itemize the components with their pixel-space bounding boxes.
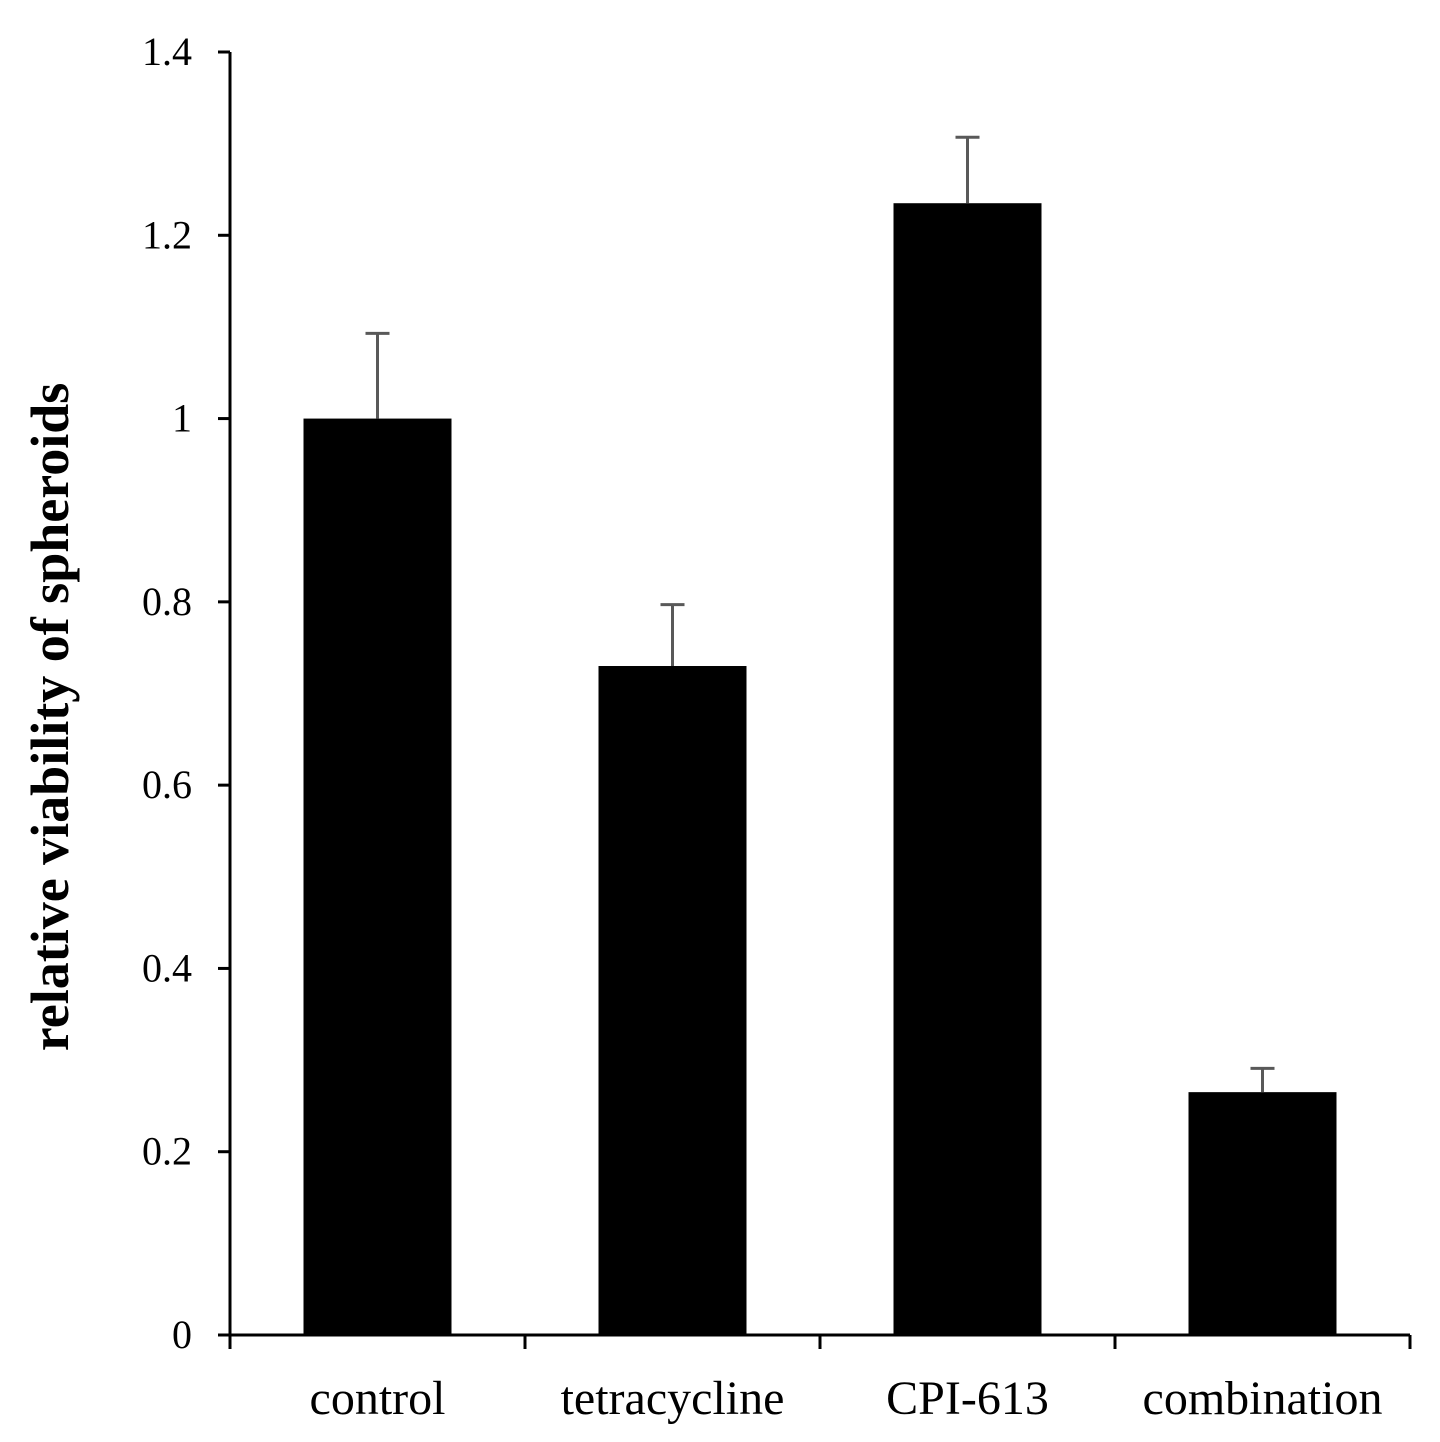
x-category-label: CPI-613 [886,1372,1049,1425]
x-tick-labels: control tetracycline CPI-613 combination [310,1372,1383,1425]
y-tick-label: 1.2 [142,212,192,257]
x-category-label: tetracycline [561,1372,785,1425]
bar-control [303,418,452,1336]
x-category-label: control [310,1372,446,1425]
y-tick-label: 0.8 [142,579,192,624]
y-tick-label: 0 [172,1312,192,1357]
y-tick-label: 0.4 [142,945,192,990]
y-tick-labels: 0 0.2 0.4 0.6 0.8 1 1.2 1.4 [142,29,192,1357]
bar-combination [1188,1092,1337,1335]
bar-cpi-613 [893,203,1042,1336]
y-tick-label: 0.6 [142,762,192,807]
bars-group [303,203,1337,1336]
bar-tetracycline [598,666,747,1335]
y-axis-title: relative viability of spheroids [20,383,80,1052]
y-tick-label: 1 [172,396,192,441]
axes-group [218,50,1412,1349]
error-bars-group [365,135,1275,1093]
y-tick-label: 0.2 [142,1129,192,1174]
x-category-label: combination [1143,1372,1383,1425]
y-tick-label: 1.4 [142,29,192,74]
